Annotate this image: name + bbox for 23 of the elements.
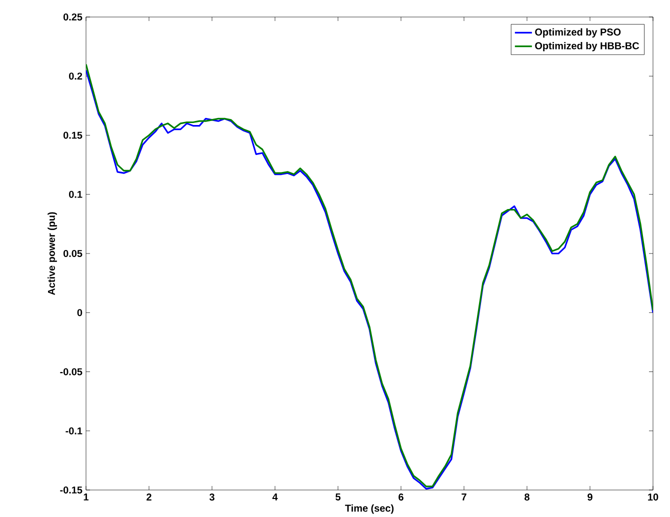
- x-tick-label: 6: [398, 494, 404, 501]
- legend-label: Optimized by PSO: [535, 28, 621, 38]
- x-tick-label: 3: [209, 494, 214, 501]
- x-axis-title: Time (sec): [345, 504, 394, 514]
- y-tick-label: 0.15: [63, 132, 82, 139]
- x-tick-label: 4: [272, 493, 278, 500]
- x-tick-label: 8: [524, 494, 530, 501]
- y-tick-label: -0.1: [66, 427, 82, 434]
- x-tick-label: 9: [588, 494, 592, 501]
- y-tick-label: -0.05: [60, 368, 82, 376]
- y-axis-title: Active power (pu): [48, 212, 57, 296]
- y-tick-label: 0: [77, 309, 82, 316]
- y-tick-label: 0.05: [63, 250, 82, 258]
- x-tick-label: 5: [336, 493, 340, 500]
- y-tick-label: -0.15: [60, 486, 82, 494]
- x-tick-label: 7: [462, 493, 466, 500]
- y-tick-label: 0.1: [69, 190, 82, 198]
- x-tick-label: 1: [84, 493, 88, 500]
- x-tick-label: 10: [648, 494, 658, 501]
- x-tick-label: 2: [146, 494, 152, 500]
- y-tick-label: 0.2: [69, 72, 82, 80]
- y-tick-label: 0.25: [63, 13, 82, 21]
- legend-label: Optimized by HBB-BC: [535, 42, 640, 52]
